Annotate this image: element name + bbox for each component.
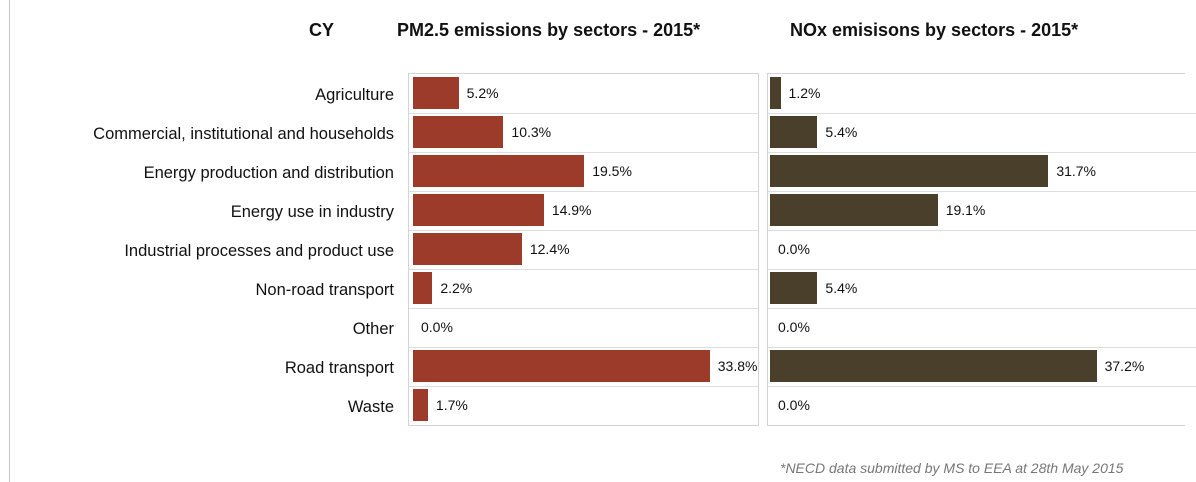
- pm25-chart-title: PM2.5 emissions by sectors - 2015*: [397, 20, 701, 40]
- nox-bar: [770, 116, 818, 148]
- pm25-data-label: 0.0%: [421, 319, 453, 335]
- nox-data-label: 0.0%: [778, 241, 810, 257]
- category-label: Waste: [347, 398, 394, 416]
- row-gridline: [768, 230, 1196, 231]
- pm25-bar: [413, 272, 433, 304]
- nox-data-label: 0.0%: [778, 397, 810, 413]
- pm25-plot-area: [408, 73, 759, 426]
- row-gridline: [409, 269, 758, 270]
- row-gridline: [768, 347, 1196, 348]
- row-gridline: [768, 386, 1196, 387]
- pm25-data-label: 5.2%: [466, 85, 499, 101]
- pm25-bar: [413, 116, 504, 148]
- pm25-bar: [413, 155, 585, 187]
- category-label: Energy use in industry: [230, 203, 394, 221]
- category-label: Energy production and distribution: [143, 164, 394, 182]
- category-label: Agriculture: [315, 86, 394, 104]
- pm25-bar: [413, 389, 428, 421]
- category-label: Road transport: [284, 359, 394, 377]
- nox-plot-area: [767, 73, 1185, 426]
- nox-bar: [770, 77, 781, 109]
- pm25-data-label: 19.5%: [592, 163, 632, 179]
- pm25-bar: [413, 77, 459, 109]
- nox-data-label: 31.7%: [1056, 163, 1097, 179]
- nox-bar: [770, 155, 1049, 187]
- row-gridline: [409, 308, 758, 309]
- pm25-data-label: 1.7%: [435, 397, 468, 413]
- nox-bar: [770, 194, 938, 226]
- row-gridline: [768, 113, 1196, 114]
- row-gridline: [768, 152, 1196, 153]
- pm25-bar: [413, 194, 544, 226]
- row-gridline: [409, 230, 758, 231]
- nox-chart-title: NOx emisisons by sectors - 2015*: [790, 20, 1079, 40]
- footnote: *NECD data submitted by MS to EEA at 28t…: [780, 460, 1124, 476]
- nox-data-label: 0.0%: [778, 319, 810, 335]
- pm25-data-label: 14.9%: [551, 202, 592, 218]
- pm25-data-label: 2.2%: [440, 280, 473, 296]
- nox-data-label: 1.2%: [788, 85, 821, 101]
- nox-bar: [770, 272, 818, 304]
- category-label: Industrial processes and product use: [124, 242, 394, 260]
- nox-data-label: 19.1%: [945, 202, 986, 218]
- pm25-bar: [413, 350, 710, 382]
- nox-data-label: 37.2%: [1104, 358, 1145, 374]
- pm25-data-label: 33.8%: [717, 358, 758, 374]
- nox-data-label: 5.4%: [825, 280, 858, 296]
- nox-data-label: 5.4%: [825, 124, 858, 140]
- category-label: Other: [352, 320, 394, 338]
- pm25-data-label: 10.3%: [511, 124, 552, 140]
- row-gridline: [768, 308, 1196, 309]
- pm25-bar: [413, 233, 522, 265]
- category-label: Non-road transport: [255, 281, 395, 299]
- row-gridline: [768, 269, 1196, 270]
- row-gridline: [409, 152, 758, 153]
- row-gridline: [409, 191, 758, 192]
- row-gridline: [409, 113, 758, 114]
- row-gridline: [409, 386, 758, 387]
- row-gridline: [409, 347, 758, 348]
- nox-bar: [770, 350, 1097, 382]
- country-code: CY: [309, 20, 335, 40]
- row-gridline: [768, 191, 1196, 192]
- pm25-data-label: 12.4%: [529, 241, 570, 257]
- left-border-line: [9, 0, 10, 482]
- category-label: Commercial, institutional and households: [93, 125, 394, 143]
